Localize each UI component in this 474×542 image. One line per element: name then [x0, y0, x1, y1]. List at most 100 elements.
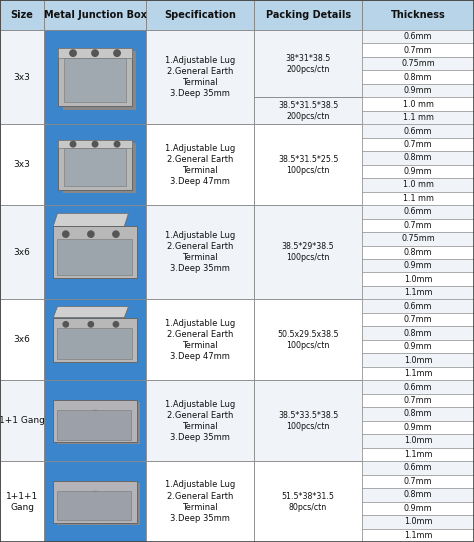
Bar	[362, 165, 474, 178]
Text: 0.9mm: 0.9mm	[404, 423, 432, 432]
Text: 1.0mm: 1.0mm	[404, 356, 432, 365]
Text: Size: Size	[10, 10, 34, 20]
Bar	[362, 192, 474, 205]
Bar	[362, 232, 474, 246]
Bar	[44, 461, 146, 542]
Text: 38.5*31.5*25.5
100pcs/ctn: 38.5*31.5*25.5 100pcs/ctn	[278, 154, 338, 175]
Bar	[0, 380, 44, 461]
Text: 0.9mm: 0.9mm	[404, 261, 432, 270]
Circle shape	[92, 141, 98, 147]
Text: 0.75mm: 0.75mm	[401, 59, 435, 68]
Bar	[362, 528, 474, 542]
Circle shape	[70, 50, 76, 56]
Bar	[56, 239, 132, 275]
Bar	[362, 407, 474, 421]
Bar	[56, 402, 140, 444]
Bar	[93, 491, 97, 520]
Bar	[146, 380, 254, 461]
Bar	[254, 299, 362, 380]
Bar	[146, 299, 254, 380]
Bar	[146, 0, 254, 30]
Bar	[362, 178, 474, 192]
Bar	[362, 448, 474, 461]
Bar	[362, 57, 474, 70]
Bar	[362, 488, 474, 501]
Bar	[146, 30, 254, 124]
Text: 1.1 mm: 1.1 mm	[402, 194, 434, 203]
Bar	[44, 205, 146, 299]
Bar	[44, 0, 146, 30]
Circle shape	[88, 321, 93, 327]
Bar	[146, 124, 254, 205]
Bar	[44, 380, 146, 461]
Bar	[362, 0, 474, 30]
Text: Metal Junction Box: Metal Junction Box	[44, 10, 146, 20]
Bar	[362, 70, 474, 84]
Bar	[362, 259, 474, 273]
Circle shape	[63, 321, 68, 327]
Bar	[362, 394, 474, 407]
Text: 1.0 mm: 1.0 mm	[402, 180, 434, 189]
Text: Packing Details: Packing Details	[265, 10, 351, 20]
Text: 0.7mm: 0.7mm	[404, 46, 432, 55]
Bar	[362, 501, 474, 515]
Bar	[362, 138, 474, 151]
Bar	[57, 491, 131, 520]
Bar	[362, 205, 474, 218]
Bar	[362, 340, 474, 353]
Text: 50.5x29.5x38.5
100pcs/ctn: 50.5x29.5x38.5 100pcs/ctn	[277, 330, 339, 350]
Text: 0.6mm: 0.6mm	[404, 208, 432, 216]
Text: 1+1 Gang: 1+1 Gang	[0, 416, 45, 425]
Text: 1.0 mm: 1.0 mm	[402, 100, 434, 108]
Bar	[362, 84, 474, 98]
Bar	[254, 205, 362, 299]
Bar	[362, 246, 474, 259]
Text: 51.5*38*31.5
80pcs/ctn: 51.5*38*31.5 80pcs/ctn	[282, 492, 335, 512]
Bar	[0, 205, 44, 299]
Text: 0.8mm: 0.8mm	[404, 73, 432, 82]
Text: 1.1 mm: 1.1 mm	[402, 113, 434, 122]
Bar	[93, 410, 97, 440]
Bar	[362, 421, 474, 434]
Text: 38.5*31.5*38.5
200pcs/ctn: 38.5*31.5*38.5 200pcs/ctn	[278, 101, 338, 121]
Bar	[362, 98, 474, 111]
Bar	[0, 461, 44, 542]
Bar	[254, 461, 362, 542]
Bar	[44, 30, 146, 124]
Text: 0.9mm: 0.9mm	[404, 167, 432, 176]
Bar	[362, 313, 474, 326]
Text: 0.7mm: 0.7mm	[404, 221, 432, 230]
Bar	[362, 30, 474, 43]
Bar	[362, 124, 474, 138]
Circle shape	[88, 231, 94, 237]
Text: 0.6mm: 0.6mm	[404, 463, 432, 473]
Bar	[254, 124, 362, 205]
Bar	[53, 399, 137, 442]
Text: 0.8mm: 0.8mm	[404, 248, 432, 257]
Text: 1.1mm: 1.1mm	[404, 369, 432, 378]
Bar	[57, 410, 131, 440]
Text: 0.6mm: 0.6mm	[404, 32, 432, 41]
Text: 1.0mm: 1.0mm	[404, 275, 432, 283]
Text: 1+1+1
Gang: 1+1+1 Gang	[6, 492, 38, 512]
Bar	[362, 461, 474, 475]
Text: 0.8mm: 0.8mm	[404, 328, 432, 338]
Polygon shape	[53, 214, 128, 227]
Text: 0.7mm: 0.7mm	[404, 315, 432, 324]
Text: 0.6mm: 0.6mm	[404, 302, 432, 311]
Text: 0.8mm: 0.8mm	[404, 410, 432, 418]
Text: 38.5*33.5*38.5
100pcs/ctn: 38.5*33.5*38.5 100pcs/ctn	[278, 411, 338, 431]
Bar	[362, 367, 474, 380]
Circle shape	[114, 50, 120, 56]
Bar	[0, 0, 44, 30]
Bar	[53, 318, 137, 362]
Bar	[146, 461, 254, 542]
Circle shape	[113, 231, 119, 237]
Text: 1.1mm: 1.1mm	[404, 288, 432, 297]
Text: 0.75mm: 0.75mm	[401, 234, 435, 243]
Text: 1.Adjustable Lug
2.General Earth
Terminal
3.Deep 35mm: 1.Adjustable Lug 2.General Earth Termina…	[165, 399, 235, 442]
Text: 0.8mm: 0.8mm	[404, 153, 432, 163]
Text: 1.Adjustable Lug
2.General Earth
Terminal
3.Deep 47mm: 1.Adjustable Lug 2.General Earth Termina…	[165, 319, 235, 361]
Text: 1.Adjustable Lug
2.General Earth
Terminal
3.Deep 35mm: 1.Adjustable Lug 2.General Earth Termina…	[165, 480, 235, 522]
Circle shape	[92, 50, 98, 56]
